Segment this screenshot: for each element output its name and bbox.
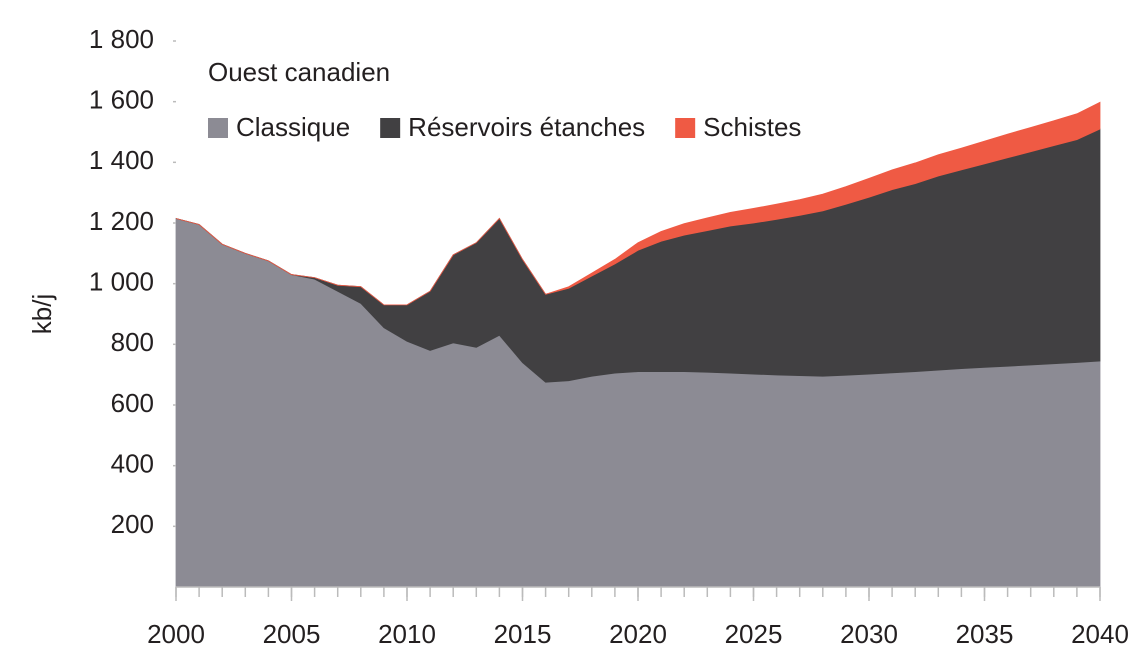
legend-swatch [208,118,228,138]
x-tick-label: 2020 [609,619,667,649]
x-tick-label: 2025 [725,619,783,649]
y-tick-label: 200 [111,509,154,539]
y-tick-label: 800 [111,327,154,357]
y-tick-label: 1 600 [89,85,154,115]
y-axis-label: kb/j [27,294,57,334]
y-tick-label: 600 [111,388,154,418]
area [175,101,1101,306]
x-tick-label: 2030 [840,619,898,649]
y-tick-label: 400 [111,449,154,479]
y-tick-label: 1 000 [89,267,154,297]
x-tick-label: 2010 [378,619,436,649]
x-tick-label: 2035 [956,619,1014,649]
legend-label: Classique [236,112,350,142]
legend-swatch [380,118,401,138]
x-tick-label: 2040 [1071,619,1129,649]
legend-label: Schistes [703,112,801,142]
chart-subtitle: Ouest canadien [208,57,390,87]
legend-label: Réservoirs étanches [408,112,645,142]
y-tick-label: 1 400 [89,145,154,175]
y-tick-label: 1 200 [89,206,154,236]
x-tick-label: 2000 [147,619,205,649]
x-tick-label: 2005 [263,619,321,649]
legend-swatch [675,118,696,138]
y-tick-label: 1 800 [89,24,154,54]
x-tick-label: 2015 [494,619,552,649]
